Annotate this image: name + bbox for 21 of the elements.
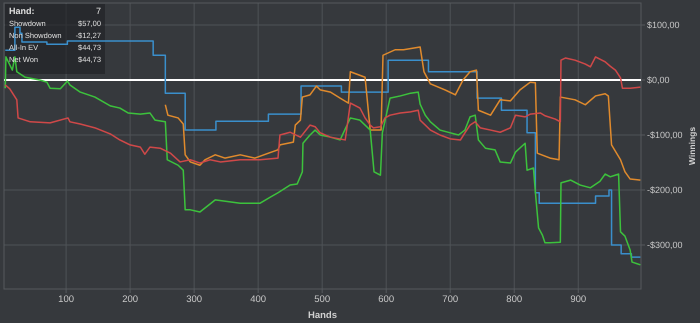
x-tick-label: 400	[250, 294, 266, 305]
y-axis-title: Winnings	[687, 126, 697, 166]
annotation: Hand:	[9, 6, 34, 16]
annotation: 7	[96, 6, 101, 16]
x-tick-label: 900	[570, 294, 586, 305]
y-tick-label: $0,00	[647, 75, 670, 86]
y-tick-label: -$100,00	[647, 130, 683, 140]
x-tick-label: 300	[186, 294, 202, 305]
line-series	[4, 56, 641, 266]
x-tick-label: 500	[314, 294, 330, 305]
y-tick-label: $100,00	[647, 20, 680, 30]
x-tick-label: 200	[122, 294, 138, 305]
x-tick-label: 100	[58, 294, 74, 305]
line-series	[164, 46, 641, 181]
line-series	[4, 56, 641, 164]
x-axis-title: Hands	[308, 310, 338, 321]
x-tick-label: 600	[378, 294, 394, 305]
x-tick-label: 700	[442, 294, 458, 305]
x-tick-label: 800	[506, 294, 522, 305]
y-tick-label: -$300,00	[647, 240, 683, 250]
y-tick-label: -$200,00	[647, 185, 683, 196]
